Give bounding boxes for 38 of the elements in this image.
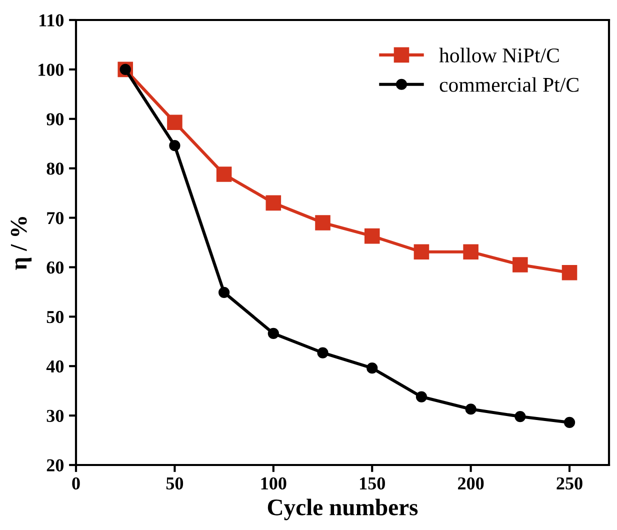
point — [366, 362, 378, 374]
x-tick-label: 150 — [360, 477, 385, 490]
x-tick-label: 250 — [556, 477, 582, 490]
point — [268, 328, 279, 340]
y-tick-label: 20 — [46, 459, 64, 472]
y-tick-label: 100 — [38, 64, 64, 76]
x-axis-title: Cycle numbers — [268, 498, 418, 520]
y-tick-label: 70 — [47, 212, 64, 224]
point — [169, 140, 180, 152]
point — [167, 114, 182, 130]
point — [315, 215, 330, 230]
point — [414, 244, 430, 260]
y-tick-label: 60 — [46, 261, 64, 274]
point — [266, 195, 282, 211]
y-axis-title: η / % — [10, 217, 32, 270]
point — [564, 416, 576, 428]
point — [216, 166, 232, 182]
x-tick-label: 50 — [166, 477, 184, 490]
y-tick-label: 110 — [40, 14, 64, 26]
point — [512, 257, 528, 272]
point — [465, 404, 476, 415]
y-tick-label: 50 — [46, 310, 64, 324]
legend-label: commercial Pt/C — [440, 77, 578, 92]
x-tick-label: 200 — [458, 477, 484, 490]
y-tick-label: 80 — [46, 162, 64, 175]
point — [218, 286, 230, 298]
y-tick-label: 40 — [46, 360, 64, 373]
point — [416, 391, 428, 402]
point — [514, 410, 526, 422]
x-tick-label: 0 — [72, 477, 80, 490]
point — [364, 228, 380, 244]
point — [562, 265, 578, 280]
y-tick-label: 30 — [46, 410, 64, 422]
legend-label: hollow NiPt/C — [439, 48, 559, 62]
x-tick-label: 100 — [261, 477, 286, 490]
point — [317, 347, 328, 358]
y-tick-label: 90 — [46, 113, 64, 126]
point — [463, 244, 478, 260]
